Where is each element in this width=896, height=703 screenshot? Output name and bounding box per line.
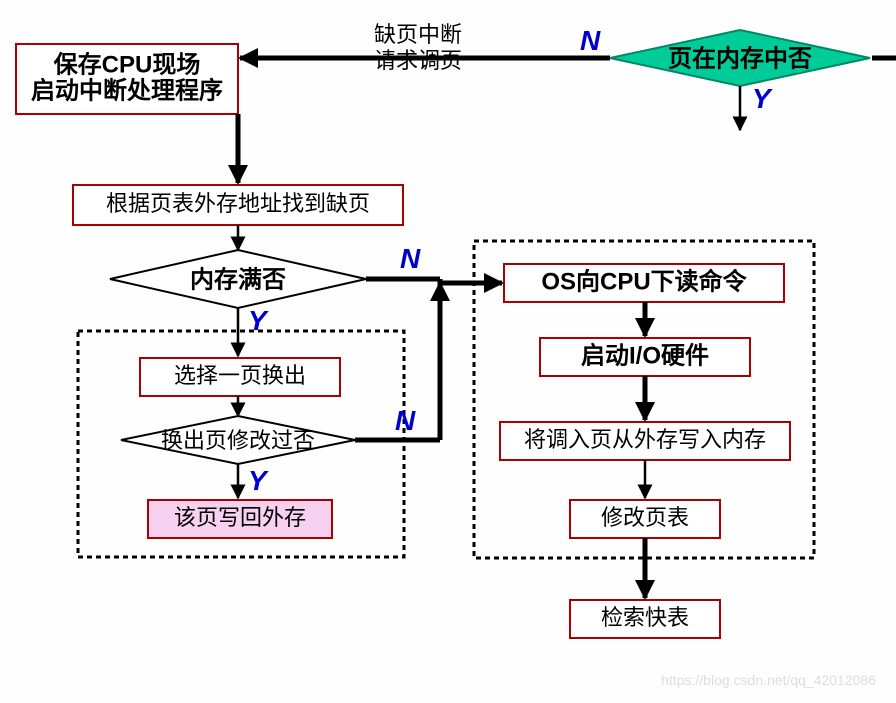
branch-label: Y — [248, 305, 269, 336]
watermark: https://blog.csdn.net/qq_42012086 — [661, 672, 876, 688]
node-text: 该页写回外存 — [174, 505, 306, 530]
branch-label: Y — [752, 83, 773, 114]
node-text: 保存CPU现场 — [53, 51, 201, 78]
edge-label: 缺页中断 — [374, 22, 462, 47]
branch-label: Y — [248, 465, 269, 496]
node-text: 根据页表外存地址找到缺页 — [106, 191, 370, 216]
branch-label: N — [580, 25, 601, 56]
node-text: OS向CPU下读命令 — [541, 267, 747, 295]
node-text: 检索快表 — [601, 605, 689, 630]
node-text: 修改页表 — [601, 505, 689, 530]
decision-text: 内存满否 — [190, 266, 286, 293]
node-text: 将调入页从外存写入内存 — [524, 427, 766, 452]
decision-text: 换出页修改过否 — [161, 428, 315, 453]
branch-label: N — [395, 405, 416, 436]
decision-text: 页在内存中否 — [668, 44, 812, 72]
node-text: 启动中断处理程序 — [31, 76, 223, 104]
edge-label: 请求调页 — [374, 48, 462, 73]
branch-label: N — [400, 243, 421, 274]
node-text: 选择一页换出 — [174, 363, 306, 388]
node-text: 启动I/O硬件 — [581, 341, 709, 369]
